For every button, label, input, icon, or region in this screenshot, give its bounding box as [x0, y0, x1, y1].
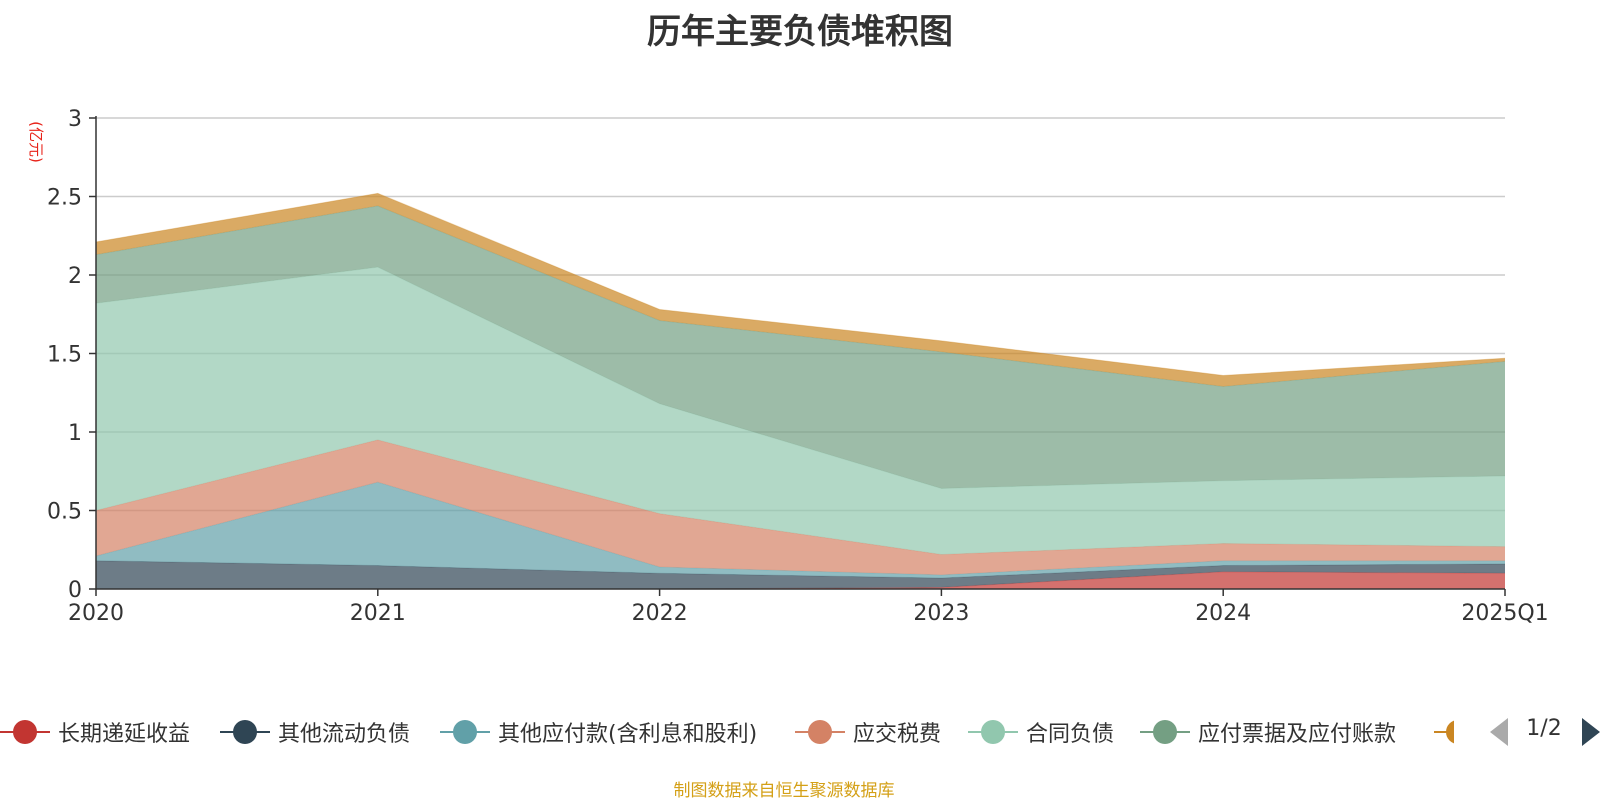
legend-label: 合同负债: [1026, 722, 1115, 747]
axes: 0 0.5 1 1.5 2 2.5 3 2020 2021 2022 2023 2024 2025Q1 (…: [27, 107, 1549, 626]
legend-next-page-icon[interactable]: [1582, 718, 1600, 746]
area-series-3[interactable]: [96, 482, 1505, 578]
y-tick-label: 2.5: [47, 186, 82, 211]
legend-label: 长期递延收益: [58, 722, 191, 747]
legend-item[interactable]: 其他流动负债: [220, 712, 410, 752]
legend-label: 其他流动负债: [278, 722, 411, 747]
legend-marker-dot: [453, 720, 477, 744]
y-tick-label: 0: [68, 578, 82, 603]
legend-marker-dot: [13, 720, 37, 744]
area-series-4[interactable]: [96, 439, 1505, 575]
legend-marker-dot: [1446, 720, 1454, 744]
y-tick-label: 1: [68, 421, 82, 446]
legend-marker-dot: [1153, 720, 1177, 744]
area-series-1[interactable]: [96, 571, 1505, 589]
legend-label: 其他应付款(含利息和股利): [498, 722, 758, 747]
legend-marker-icon: [440, 712, 490, 752]
x-tick-label: 2022: [632, 601, 688, 626]
legend: 长期递延收益 其他流动负债 其他应付款(含利息和股利) 应交税费 合同负债 应付票据及应付…: [0, 712, 1600, 752]
legend-prev-page-icon[interactable]: [1490, 718, 1508, 746]
legend-item[interactable]: 其他应付款(含利息和股利): [440, 712, 757, 752]
x-tick-label: 2020: [68, 601, 124, 626]
area-series-5[interactable]: [96, 267, 1505, 555]
y-tick-label: 2: [68, 264, 82, 289]
legend-item[interactable]: 长期递延收益: [0, 712, 190, 752]
x-tick-label: 2023: [913, 601, 969, 626]
area-series-edge-6: [95, 205, 1506, 388]
legend-marker-icon: [1140, 712, 1190, 752]
legend-marker-icon: [795, 712, 845, 752]
legend-marker-dot: [808, 720, 832, 744]
legend-item[interactable]: 应付票据及应付账款: [1140, 712, 1396, 752]
x-tick-label: 2021: [350, 601, 406, 626]
x-tick-label: 2024: [1195, 601, 1251, 626]
area-series-edge-7: [95, 192, 1506, 377]
chart-title: 历年主要负债堆积图: [647, 12, 953, 52]
area-series-7[interactable]: [96, 193, 1505, 387]
area-series-group: [95, 192, 1506, 590]
legend-label: 应付票据及应付账款: [1198, 722, 1397, 747]
area-series-6[interactable]: [96, 205, 1505, 489]
legend-page-indicator: 1/2: [1526, 716, 1562, 741]
legend-marker-line: [1434, 731, 1454, 733]
legend-label: 应交税费: [853, 722, 942, 747]
y-tick-label: 0.5: [47, 500, 82, 525]
x-tick-label: 2025Q1: [1461, 601, 1548, 626]
legend-marker-icon: [968, 712, 1018, 752]
legend-item[interactable]: 应交税费: [795, 712, 941, 752]
legend-marker-icon: [0, 712, 50, 752]
legend-marker-icon: [220, 712, 270, 752]
y-tick-label: 3: [68, 107, 82, 132]
legend-marker-dot: [233, 720, 257, 744]
legend-pager: 1/2: [1490, 712, 1600, 752]
legend-item-partial[interactable]: [1434, 712, 1454, 752]
y-axis-label: (亿元): [27, 121, 45, 163]
source-note: 制图数据来自恒生聚源数据库: [673, 781, 895, 801]
area-series-2[interactable]: [96, 560, 1505, 589]
legend-marker-dot: [981, 720, 1005, 744]
y-tick-label: 1.5: [47, 343, 82, 368]
legend-item[interactable]: 合同负债: [968, 712, 1114, 752]
